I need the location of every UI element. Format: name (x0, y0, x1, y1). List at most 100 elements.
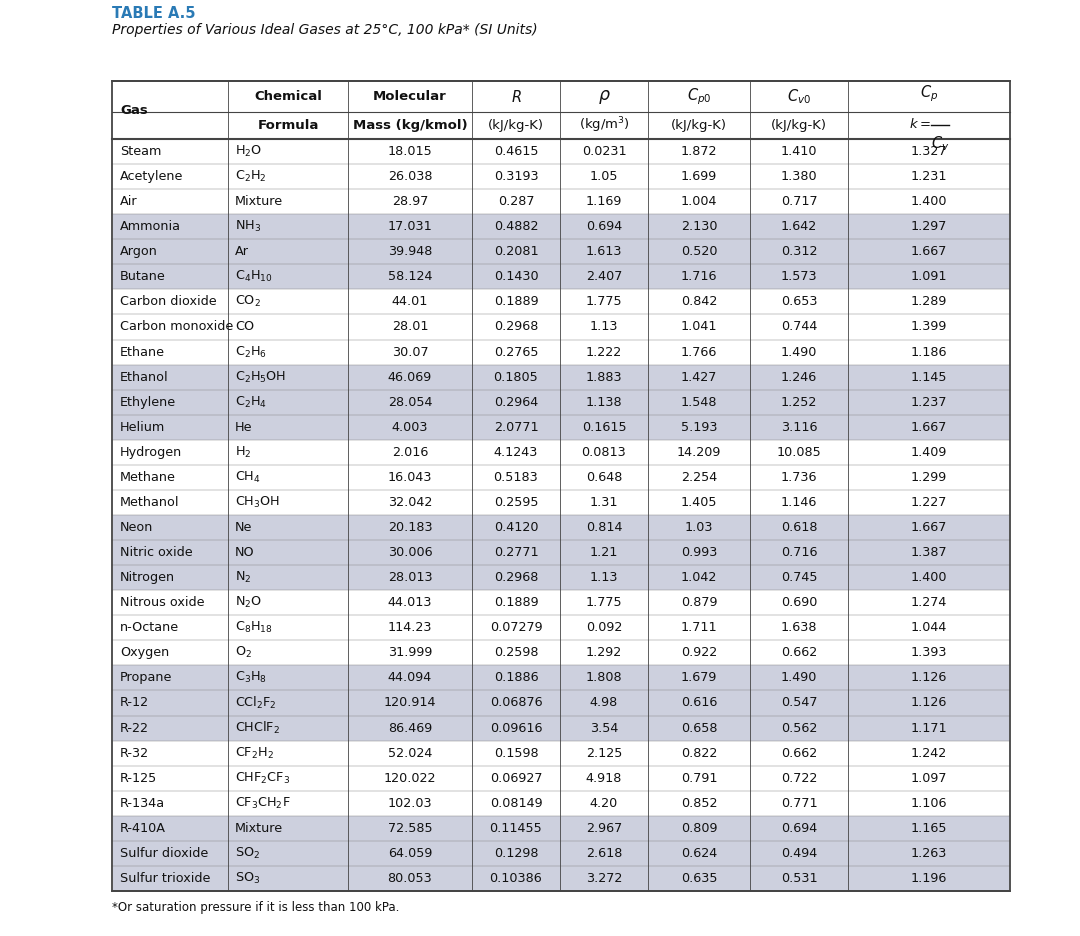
Bar (113, 365, 1009, 389)
Text: 2.618: 2.618 (585, 847, 622, 860)
Text: 1.387: 1.387 (910, 546, 947, 559)
Text: $\mathregular{C_3H_8}$: $\mathregular{C_3H_8}$ (235, 670, 267, 685)
Text: 30.07: 30.07 (392, 345, 429, 358)
Text: 58.124: 58.124 (388, 271, 432, 284)
Bar (113, 665, 1009, 691)
Text: 0.0231: 0.0231 (582, 145, 626, 158)
Text: 0.694: 0.694 (585, 220, 622, 233)
Text: 1.736: 1.736 (781, 471, 818, 484)
Text: Formula: Formula (257, 119, 319, 132)
Text: 1.126: 1.126 (910, 671, 947, 684)
Text: Gas: Gas (120, 104, 148, 116)
Text: 1.186: 1.186 (910, 345, 947, 358)
Text: 0.06876: 0.06876 (489, 696, 542, 709)
Text: Nitrous oxide: Nitrous oxide (120, 596, 204, 609)
Text: 5.193: 5.193 (680, 421, 717, 433)
Text: 1.21: 1.21 (590, 546, 618, 559)
Text: 0.616: 0.616 (680, 696, 717, 709)
Text: R-134a: R-134a (120, 797, 165, 810)
Text: R-125: R-125 (120, 771, 158, 784)
Text: 0.1598: 0.1598 (494, 747, 538, 760)
Text: 0.07279: 0.07279 (489, 622, 542, 635)
Bar (113, 240, 1009, 264)
Text: 0.2968: 0.2968 (494, 320, 538, 333)
Text: 0.635: 0.635 (680, 872, 717, 885)
Text: 16.043: 16.043 (388, 471, 432, 484)
Text: 2.0771: 2.0771 (494, 421, 538, 433)
Text: 1.380: 1.380 (781, 170, 818, 183)
Text: $C_{p0}$: $C_{p0}$ (687, 86, 712, 107)
Text: Properties of Various Ideal Gases at 25°C, 100 kPa* (SI Units): Properties of Various Ideal Gases at 25°… (112, 23, 538, 37)
Text: 1.766: 1.766 (680, 345, 717, 358)
Text: 120.914: 120.914 (383, 696, 436, 709)
Text: 2.967: 2.967 (585, 822, 622, 835)
Text: 3.116: 3.116 (781, 421, 818, 433)
Text: 1.246: 1.246 (781, 371, 818, 384)
Text: n-Octane: n-Octane (120, 622, 179, 635)
Text: 0.716: 0.716 (781, 546, 818, 559)
Text: 114.23: 114.23 (388, 622, 432, 635)
Text: (kJ/kg-K): (kJ/kg-K) (488, 119, 544, 132)
Text: R-410A: R-410A (120, 822, 166, 835)
Text: $C_p$: $C_p$ (920, 83, 939, 104)
Text: Chemical: Chemical (254, 90, 322, 103)
Text: $\mathregular{N_2O}$: $\mathregular{N_2O}$ (235, 595, 262, 610)
Text: 31.999: 31.999 (388, 647, 432, 659)
Text: Carbon dioxide: Carbon dioxide (120, 296, 217, 309)
Text: 28.054: 28.054 (388, 396, 432, 409)
Text: 0.1889: 0.1889 (494, 596, 538, 609)
Text: 0.494: 0.494 (781, 847, 818, 860)
Bar (113, 415, 1009, 440)
Text: (kg/m$^3$): (kg/m$^3$) (579, 116, 630, 136)
Text: $\mathregular{H_2O}$: $\mathregular{H_2O}$ (235, 144, 262, 159)
Text: $C_{v0}$: $C_{v0}$ (787, 87, 811, 106)
Text: 1.041: 1.041 (680, 320, 717, 333)
Text: 1.405: 1.405 (680, 496, 717, 509)
Text: 4.98: 4.98 (590, 696, 618, 709)
Text: 120.022: 120.022 (383, 771, 436, 784)
Text: Ethanol: Ethanol (120, 371, 168, 384)
Text: $\mathregular{H_2}$: $\mathregular{H_2}$ (235, 445, 252, 460)
Text: 1.138: 1.138 (585, 396, 622, 409)
Text: 1.299: 1.299 (910, 471, 947, 484)
Text: 0.09616: 0.09616 (489, 722, 542, 735)
Text: 1.667: 1.667 (910, 521, 947, 534)
Text: 2.407: 2.407 (585, 271, 622, 284)
Text: 3.54: 3.54 (590, 722, 618, 735)
Text: 0.1615: 0.1615 (582, 421, 626, 433)
Bar (113, 214, 1009, 240)
Text: Ammonia: Ammonia (120, 220, 181, 233)
Text: $\mathregular{CH_3OH}$: $\mathregular{CH_3OH}$ (235, 495, 280, 510)
Text: $\rho$: $\rho$ (597, 88, 610, 106)
Text: $\mathregular{NH_3}$: $\mathregular{NH_3}$ (235, 219, 261, 234)
Text: 0.2771: 0.2771 (494, 546, 538, 559)
Text: 1.227: 1.227 (910, 496, 947, 509)
Text: 80.053: 80.053 (388, 872, 432, 885)
Text: $\mathregular{CO_2}$: $\mathregular{CO_2}$ (235, 295, 261, 310)
Text: 0.653: 0.653 (781, 296, 818, 309)
Text: 1.004: 1.004 (680, 196, 717, 208)
Bar (113, 540, 1009, 565)
Text: 1.400: 1.400 (910, 196, 947, 208)
Text: 0.1805: 0.1805 (494, 371, 538, 384)
Text: 1.410: 1.410 (781, 145, 818, 158)
Bar (113, 565, 1009, 591)
Text: 1.106: 1.106 (910, 797, 947, 810)
Text: 30.006: 30.006 (388, 546, 432, 559)
Text: 0.771: 0.771 (781, 797, 818, 810)
Text: He: He (235, 421, 253, 433)
Text: 1.042: 1.042 (680, 571, 717, 584)
Text: 32.042: 32.042 (388, 496, 432, 509)
Text: 0.4615: 0.4615 (494, 145, 538, 158)
Text: 0.2081: 0.2081 (494, 245, 538, 258)
Text: $\mathregular{O_2}$: $\mathregular{O_2}$ (235, 645, 252, 661)
Text: 0.722: 0.722 (781, 771, 818, 784)
Text: 2.254: 2.254 (680, 471, 717, 484)
Text: CO: CO (235, 320, 254, 333)
Text: 0.0813: 0.0813 (582, 446, 626, 459)
Text: 0.531: 0.531 (781, 872, 818, 885)
Text: 1.638: 1.638 (781, 622, 818, 635)
Text: $\mathregular{C_4H_{10}}$: $\mathregular{C_4H_{10}}$ (235, 270, 272, 285)
Text: $\mathregular{SO_2}$: $\mathregular{SO_2}$ (235, 846, 260, 861)
Bar (112, 81, 1010, 891)
